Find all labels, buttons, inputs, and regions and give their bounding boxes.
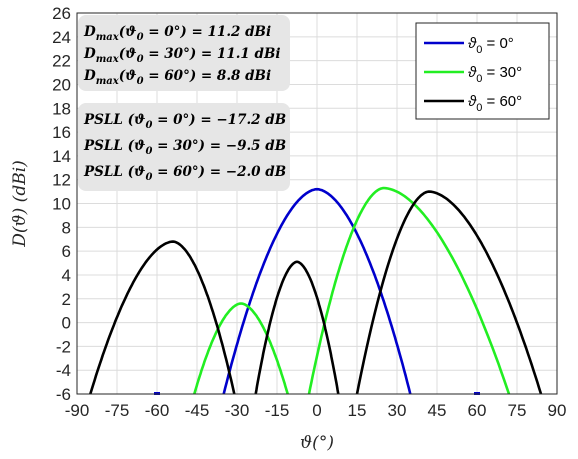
legend-label: ϑ0 = 0°	[468, 35, 514, 56]
x-tick-label: 30	[388, 401, 407, 420]
legend-label: ϑ0 = 60°	[468, 93, 522, 114]
y-tick-label: 12	[52, 171, 71, 190]
x-tick-label: -60	[145, 401, 170, 420]
x-tick-label: 45	[428, 401, 447, 420]
y-tick-label: 0	[62, 314, 71, 333]
x-tick-label: -75	[105, 401, 130, 420]
series-lobe	[222, 187, 412, 395]
annotation-line: Dmax(ϑ0 = 60°) = 8.8 dBi	[83, 68, 271, 87]
legend: ϑ0 = 0° ϑ0 = 30° ϑ0 = 60°	[415, 22, 550, 120]
y-tick-label: -6	[56, 385, 71, 404]
series-0	[222, 187, 412, 395]
y-tick-label: 24	[52, 28, 71, 47]
x-tick-label: 75	[508, 401, 527, 420]
y-tick-label: 16	[52, 123, 71, 142]
y-tick-label: -2	[56, 337, 71, 356]
psll-annotation-box: PSLL (ϑ0 = 0°) = −17.2 dB PSLL (ϑ0 = 30°)…	[78, 103, 290, 191]
series-lobe	[307, 186, 511, 395]
y-tick-label: 26	[52, 4, 71, 23]
annotation-line: Dmax(ϑ0 = 0°) = 11.2 dBi	[83, 24, 271, 43]
y-tick-label: 10	[52, 195, 71, 214]
y-tick-label: 2	[62, 290, 71, 309]
y-tick-label: 14	[52, 147, 71, 166]
series-lobe	[193, 302, 289, 395]
annotation-line: PSLL (ϑ0 = 60°) = −2.0 dB	[83, 164, 286, 183]
x-tick-label: 90	[548, 401, 567, 420]
series-lobe	[355, 190, 543, 395]
x-tick-label: -90	[65, 401, 90, 420]
x-tick-label: -45	[185, 401, 210, 420]
y-tick-label: 6	[62, 242, 71, 261]
y-tick-label: 18	[52, 99, 71, 118]
tick-labels: -90 -75 -60 -45 -30 -15 0 15 30 45 60 75 90-6-4-2024…	[52, 4, 566, 420]
annotation-background	[78, 15, 290, 91]
series-lobe	[89, 240, 236, 395]
series-lobe	[254, 260, 340, 395]
plot-series	[89, 186, 543, 395]
x-tick-label: 15	[348, 401, 367, 420]
x-axis-label: ϑ(°)	[300, 433, 334, 453]
series-1	[193, 186, 511, 395]
y-tick-label: 8	[62, 218, 71, 237]
annotation-line: PSLL (ϑ0 = 0°) = −17.2 dB	[83, 112, 286, 131]
legend-label: ϑ0 = 30°	[468, 64, 522, 85]
y-tick-label: -4	[56, 361, 71, 380]
series-2	[89, 190, 543, 395]
annotation-background	[78, 103, 290, 191]
y-axis-label: D(ϑ) (dBi)	[10, 160, 30, 248]
y-tick-label: 20	[52, 75, 71, 94]
y-tick-label: 22	[52, 52, 71, 71]
dmax-annotation-box: Dmax(ϑ0 = 0°) = 11.2 dBi Dmax(ϑ0 = 30°) =…	[78, 15, 290, 91]
x-tick-label: -15	[265, 401, 290, 420]
annotation-line: Dmax(ϑ0 = 30°) = 11.1 dBi	[83, 46, 280, 65]
axes-box	[76, 12, 558, 395]
y-tick-label: 4	[62, 266, 71, 285]
x-tick-label: 0	[312, 401, 321, 420]
annotation-line: PSLL (ϑ0 = 30°) = −9.5 dB	[83, 138, 286, 157]
x-tick-label: 60	[468, 401, 487, 420]
x-tick-label: -30	[225, 401, 250, 420]
